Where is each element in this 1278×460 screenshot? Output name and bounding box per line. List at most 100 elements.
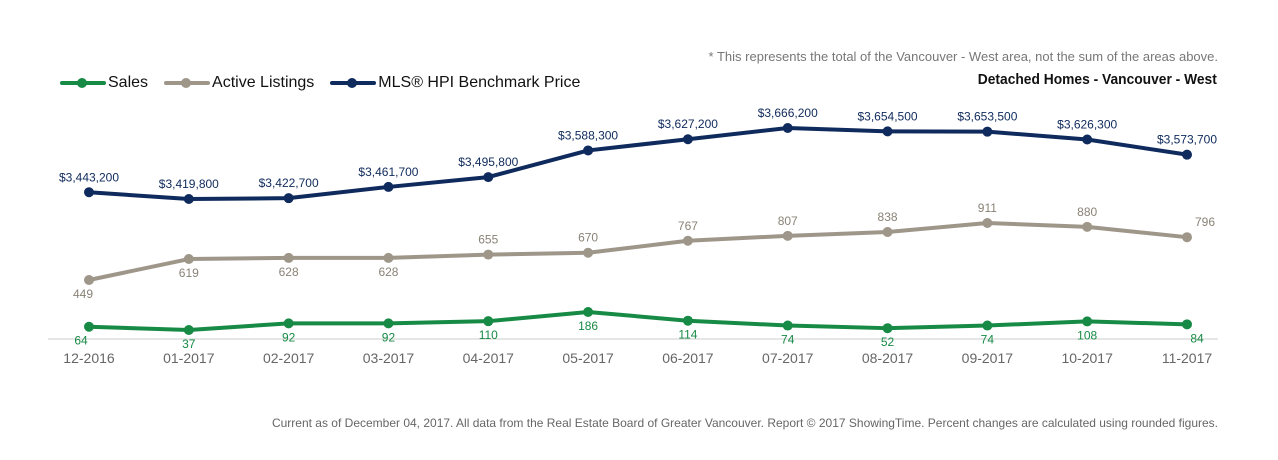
data-point-sales-03-2017 bbox=[383, 318, 394, 329]
x-tick-label-05-2017: 05-2017 bbox=[562, 350, 614, 366]
data-label-active-listings-11-2017: 796 bbox=[1195, 215, 1215, 229]
x-tick-label-11-2017: 11-2017 bbox=[1162, 350, 1213, 366]
data-label-sales-08-2017: 52 bbox=[881, 335, 895, 349]
x-tick-label-08-2017: 08-2017 bbox=[862, 350, 914, 366]
data-point-sales-11-2017 bbox=[1182, 319, 1192, 330]
data-label-active-listings-09-2017: 911 bbox=[978, 201, 997, 215]
data-label-hpi-12-2016: $3,443,200 bbox=[59, 170, 119, 184]
legend-swatch-active-listings bbox=[164, 78, 211, 88]
data-label-sales-02-2017: 92 bbox=[282, 330, 296, 344]
data-point-hpi-06-2017 bbox=[682, 134, 693, 145]
data-point-active-listings-09-2017 bbox=[982, 218, 993, 228]
series-line-sales bbox=[87, 310, 1189, 332]
data-point-hpi-04-2017 bbox=[483, 172, 494, 183]
data-label-sales-12-2016: 64 bbox=[74, 334, 88, 348]
data-label-hpi-01-2017: $3,419,800 bbox=[159, 177, 219, 191]
data-label-hpi-11-2017: $3,573,700 bbox=[1157, 133, 1217, 147]
data-point-hpi-11-2017 bbox=[1182, 149, 1192, 160]
data-point-active-listings-12-2016 bbox=[84, 275, 94, 285]
chart-title: Detached Homes - Vancouver - West bbox=[977, 71, 1217, 88]
data-label-sales-11-2017: 84 bbox=[1190, 331, 1204, 345]
data-label-sales-04-2017: 110 bbox=[479, 328, 498, 342]
data-label-active-listings-05-2017: 670 bbox=[578, 231, 598, 245]
data-label-sales-09-2017: 74 bbox=[981, 333, 995, 347]
legend-dot-sales bbox=[77, 78, 87, 88]
data-point-active-listings-01-2017 bbox=[183, 254, 194, 265]
legend-item-sales[interactable]: Sales bbox=[60, 74, 148, 92]
legend-dot-hpi bbox=[347, 78, 358, 88]
data-point-hpi-08-2017 bbox=[882, 126, 893, 137]
data-point-active-listings-10-2017 bbox=[1082, 221, 1093, 232]
legend-label-sales: Sales bbox=[108, 74, 149, 91]
data-label-hpi-03-2017: $3,461,700 bbox=[358, 165, 418, 179]
data-label-hpi-02-2017: $3,422,700 bbox=[259, 176, 319, 190]
x-tick-label-06-2017: 06-2017 bbox=[662, 350, 714, 366]
legend-item-hpi[interactable]: MLS® HPI Benchmark Price bbox=[330, 74, 580, 92]
data-point-active-listings-04-2017 bbox=[483, 249, 494, 260]
data-point-hpi-07-2017 bbox=[782, 123, 793, 133]
data-label-hpi-04-2017: $3,495,800 bbox=[458, 155, 518, 169]
data-point-hpi-12-2016 bbox=[84, 187, 94, 198]
data-point-hpi-01-2017 bbox=[183, 194, 194, 204]
x-tick-label-01-2017: 01-2017 bbox=[163, 350, 215, 366]
data-point-hpi-02-2017 bbox=[283, 193, 294, 204]
data-label-sales-07-2017: 74 bbox=[781, 333, 795, 347]
series-line-hpi bbox=[87, 126, 1189, 201]
data-point-sales-08-2017 bbox=[882, 323, 893, 334]
data-point-sales-05-2017 bbox=[583, 307, 594, 317]
data-label-hpi-10-2017: $3,626,300 bbox=[1057, 117, 1117, 131]
data-label-hpi-05-2017: $3,588,300 bbox=[558, 128, 618, 142]
x-tick-label-12-2016: 12-2016 bbox=[63, 350, 115, 366]
data-label-active-listings-04-2017: 655 bbox=[478, 233, 498, 247]
legend-item-active-listings[interactable]: Active Listings bbox=[164, 74, 314, 92]
data-label-active-listings-02-2017: 628 bbox=[279, 265, 299, 279]
data-point-active-listings-03-2017 bbox=[383, 252, 394, 263]
series-line-active-listings bbox=[87, 221, 1189, 282]
data-point-active-listings-08-2017 bbox=[882, 227, 893, 238]
data-point-sales-01-2017 bbox=[183, 325, 194, 335]
data-point-hpi-03-2017 bbox=[383, 181, 394, 192]
footnote-area-total: * This represents the total of the Vanco… bbox=[708, 49, 1218, 64]
data-label-sales-03-2017: 92 bbox=[382, 330, 396, 344]
x-tick-label-02-2017: 02-2017 bbox=[263, 350, 315, 366]
data-label-sales-10-2017: 108 bbox=[1077, 328, 1097, 342]
data-label-active-listings-10-2017: 880 bbox=[1077, 205, 1097, 219]
data-point-active-listings-02-2017 bbox=[283, 252, 294, 263]
data-point-active-listings-05-2017 bbox=[583, 247, 594, 258]
legend: Sales Active Listings MLS® HPI Benchmark… bbox=[60, 74, 596, 92]
data-label-active-listings-07-2017: 807 bbox=[778, 214, 798, 228]
data-label-sales-01-2017: 37 bbox=[182, 337, 196, 351]
legend-swatch-sales bbox=[60, 78, 106, 88]
data-label-active-listings-06-2017: 767 bbox=[678, 219, 698, 233]
data-label-sales-05-2017: 186 bbox=[578, 319, 598, 333]
data-point-sales-06-2017 bbox=[682, 315, 693, 326]
x-tick-label-07-2017: 07-2017 bbox=[762, 350, 814, 366]
data-label-active-listings-12-2016: 449 bbox=[73, 287, 93, 301]
data-point-hpi-10-2017 bbox=[1082, 134, 1093, 145]
x-tick-label-09-2017: 09-2017 bbox=[962, 350, 1014, 366]
data-label-hpi-06-2017: $3,627,200 bbox=[658, 117, 718, 131]
data-label-hpi-08-2017: $3,654,500 bbox=[858, 109, 918, 123]
data-point-active-listings-07-2017 bbox=[782, 230, 793, 241]
data-point-sales-02-2017 bbox=[283, 318, 294, 329]
data-point-sales-09-2017 bbox=[982, 320, 993, 331]
data-point-hpi-09-2017 bbox=[982, 126, 993, 137]
data-point-active-listings-06-2017 bbox=[682, 235, 693, 246]
data-label-active-listings-03-2017: 628 bbox=[378, 265, 398, 279]
legend-label-active-listings: Active Listings bbox=[212, 74, 315, 91]
data-point-active-listings-11-2017 bbox=[1182, 232, 1192, 243]
data-label-active-listings-08-2017: 838 bbox=[878, 210, 898, 224]
data-point-hpi-05-2017 bbox=[583, 145, 594, 156]
data-label-hpi-07-2017: $3,666,200 bbox=[758, 106, 818, 120]
data-label-sales-06-2017: 114 bbox=[678, 328, 697, 342]
x-tick-label-04-2017: 04-2017 bbox=[463, 350, 515, 366]
x-tick-label-10-2017: 10-2017 bbox=[1061, 350, 1113, 366]
legend-dot-active-listings bbox=[181, 78, 192, 88]
legend-label-hpi: MLS® HPI Benchmark Price bbox=[378, 74, 581, 91]
data-point-sales-12-2016 bbox=[84, 321, 94, 332]
data-point-sales-10-2017 bbox=[1082, 316, 1093, 327]
data-label-hpi-09-2017: $3,653,500 bbox=[957, 110, 1017, 124]
footer-source-note: Current as of December 04, 2017. All dat… bbox=[271, 416, 1218, 430]
legend-swatch-hpi bbox=[330, 78, 377, 88]
